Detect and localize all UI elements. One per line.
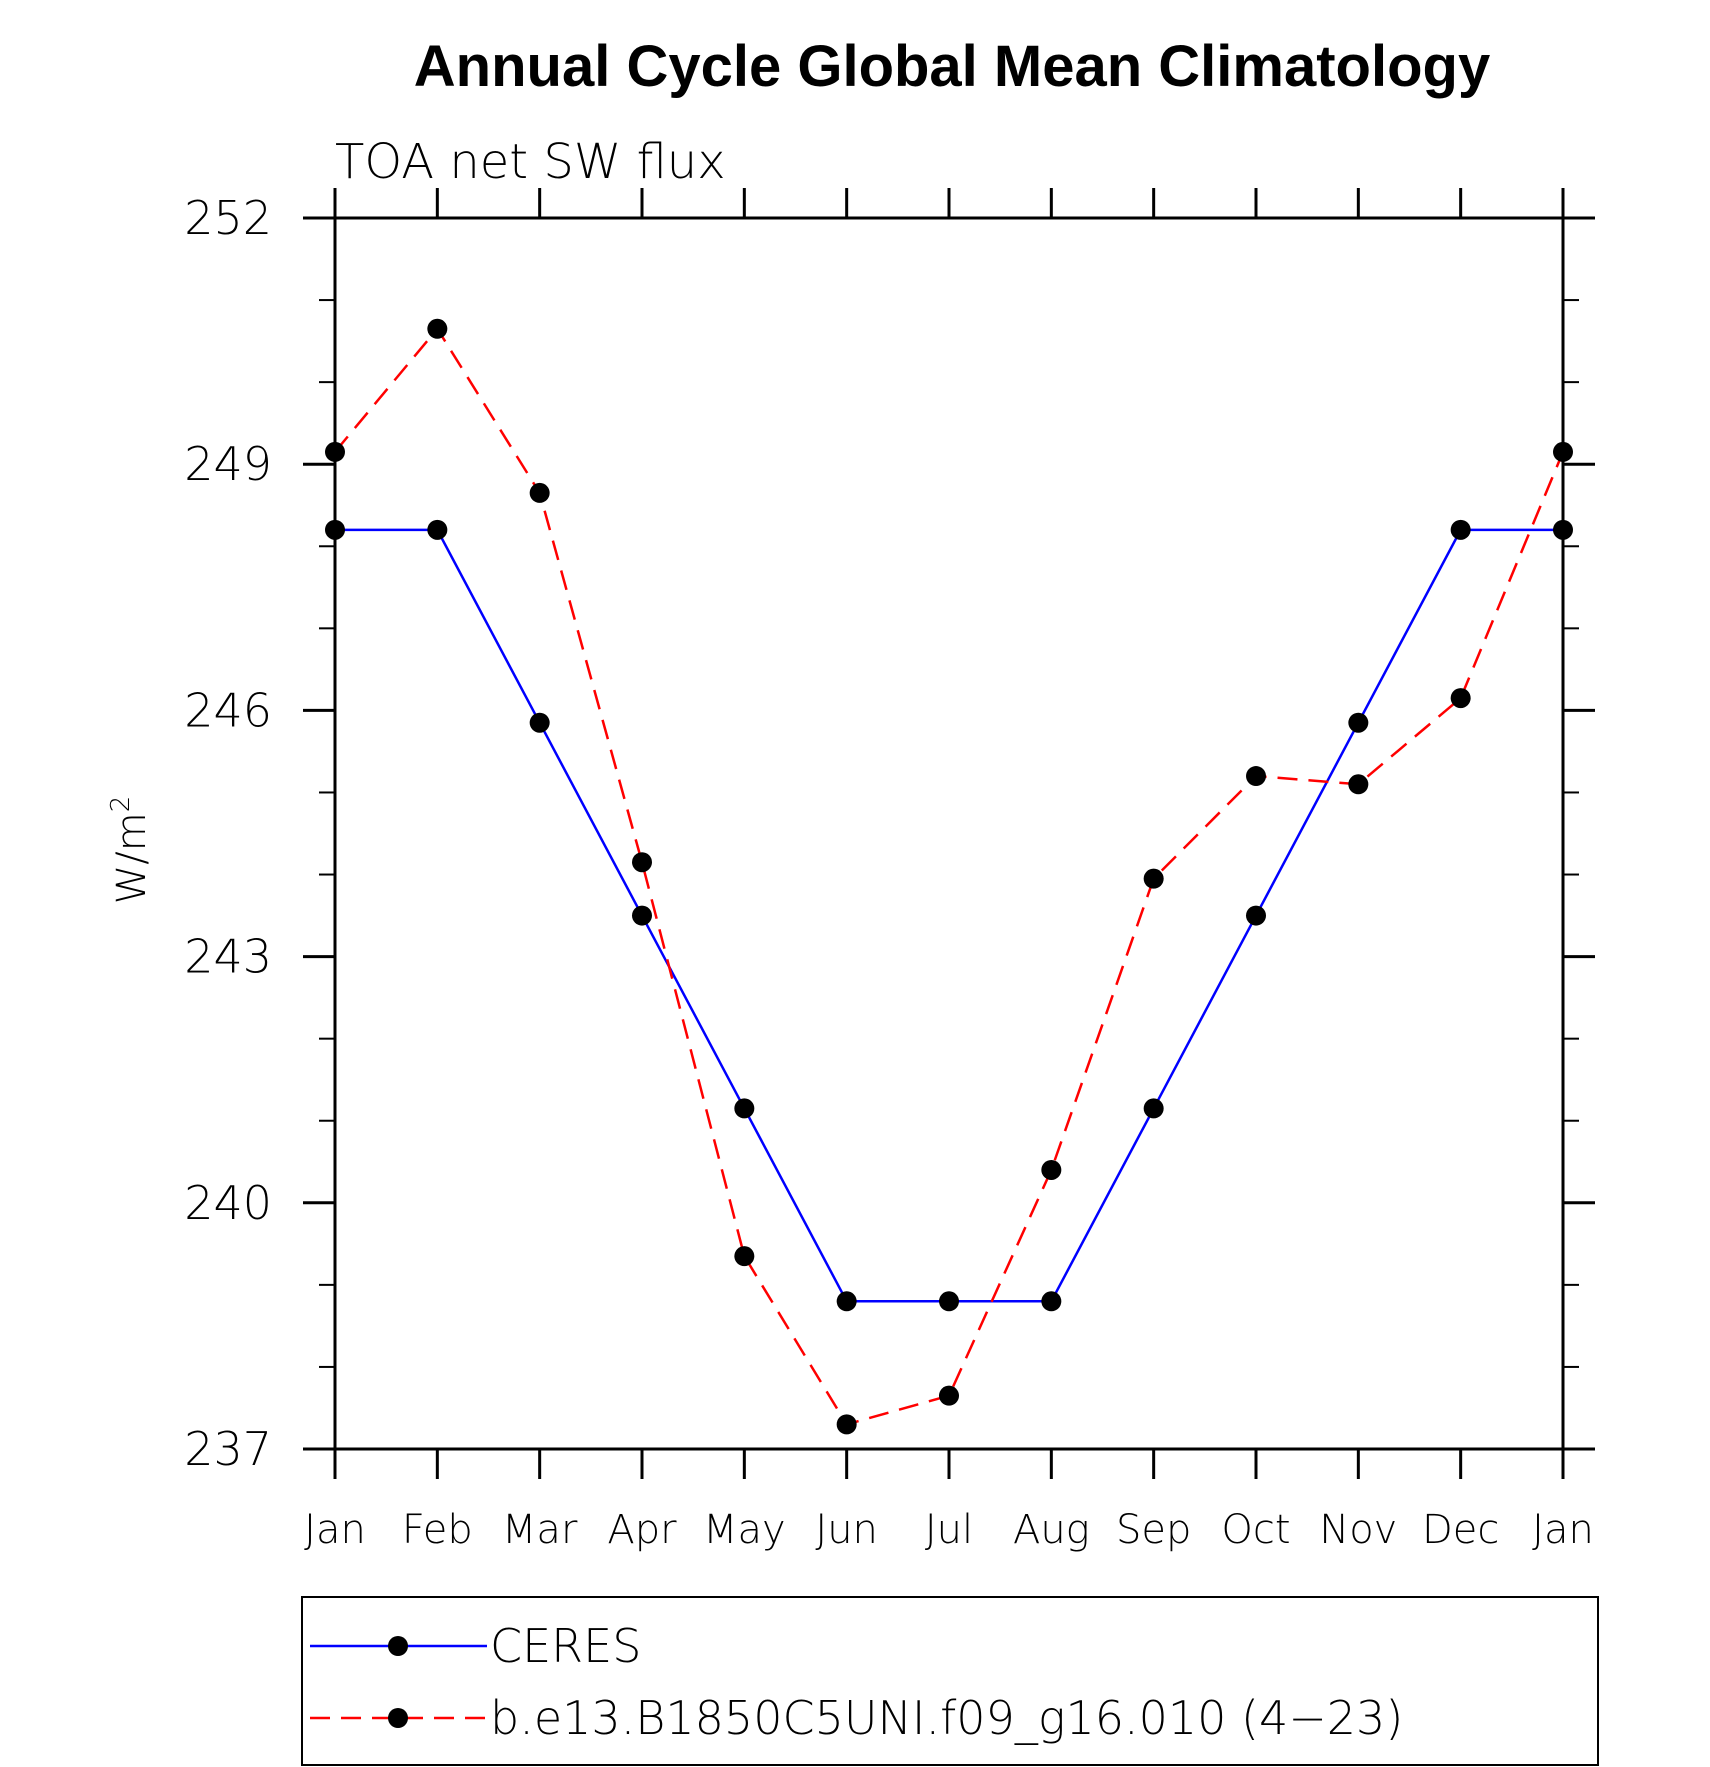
- data-point: [1246, 905, 1266, 926]
- data-point: [1450, 688, 1471, 709]
- y-tick-label: 252: [184, 191, 272, 245]
- y-tick-label: 249: [184, 437, 272, 491]
- series-layer: [325, 318, 1573, 1435]
- data-point: [1450, 519, 1471, 540]
- data-point: [939, 1291, 959, 1312]
- series-1: [325, 519, 1573, 1312]
- data-point: [734, 1246, 755, 1267]
- data-point: [529, 712, 550, 733]
- data-point: [427, 519, 448, 540]
- legend: CERES b.e13.B1850C5UNI.f09_g16.010 (4−23): [301, 1596, 1599, 1766]
- y-axis-label-text: W/m: [109, 812, 155, 904]
- data-point: [529, 482, 550, 503]
- plot-frame: [333, 216, 1565, 1451]
- data-point: [836, 1414, 857, 1435]
- x-tick-label: Jun: [815, 1507, 878, 1553]
- legend-marker: [388, 1708, 408, 1728]
- data-point: [632, 905, 652, 926]
- x-tick-label: Apr: [607, 1507, 677, 1553]
- y-axis-label: W/m2: [106, 796, 155, 905]
- data-point: [1041, 1291, 1062, 1312]
- x-tick-label: May: [703, 1507, 786, 1553]
- series-2: [325, 318, 1573, 1435]
- chart-title: Annual Cycle Global Mean Climatology: [414, 34, 1490, 99]
- x-tick-label: Jul: [925, 1507, 973, 1553]
- data-point: [734, 1098, 755, 1119]
- legend-label: b.e13.B1850C5UNI.f09_g16.010 (4−23): [490, 1691, 1403, 1745]
- y-axis-label-superscript: 2: [106, 796, 136, 813]
- legend-box: [301, 1596, 1599, 1766]
- x-tick-label: Jan: [1532, 1507, 1594, 1553]
- data-point: [427, 318, 448, 339]
- data-point: [836, 1291, 857, 1312]
- x-tick-label: Mar: [502, 1507, 578, 1553]
- data-point: [325, 441, 345, 462]
- data-point: [1553, 519, 1573, 540]
- y-tick-label: 237: [184, 1422, 272, 1476]
- x-tick-label: Jan: [304, 1507, 366, 1553]
- data-point: [1348, 774, 1369, 795]
- x-tick-label: Sep: [1116, 1507, 1191, 1553]
- data-point: [325, 519, 345, 540]
- series-line: [334, 326, 1565, 1426]
- data-point: [1143, 1098, 1164, 1119]
- data-point: [1553, 441, 1573, 462]
- data-point: [1348, 712, 1369, 733]
- data-point: [1143, 868, 1164, 889]
- series-line: [335, 528, 1563, 1303]
- y-tick-label: 243: [184, 930, 272, 984]
- data-point: [1041, 1159, 1062, 1180]
- data-point: [632, 852, 652, 873]
- data-point: [1246, 766, 1266, 787]
- svg-text:W/m2: W/m2: [106, 796, 155, 905]
- x-tick-label: Feb: [402, 1507, 473, 1553]
- x-tick-label: Oct: [1221, 1507, 1290, 1553]
- x-tick-label: Aug: [1013, 1507, 1090, 1553]
- legend-marker: [388, 1636, 408, 1656]
- x-tick-label: Dec: [1422, 1507, 1499, 1553]
- data-point: [939, 1385, 959, 1406]
- x-tick-label: Nov: [1319, 1507, 1397, 1553]
- y-tick-label: 246: [184, 683, 272, 737]
- y-tick-label: 240: [184, 1176, 272, 1230]
- chart-subtitle: TOA net SW flux: [335, 134, 726, 190]
- axes: Jan Feb Mar Apr May Jun Jul Aug Sep Oct Nov Dec Jan 2…: [184, 188, 1595, 1553]
- legend-label: CERES: [490, 1619, 641, 1673]
